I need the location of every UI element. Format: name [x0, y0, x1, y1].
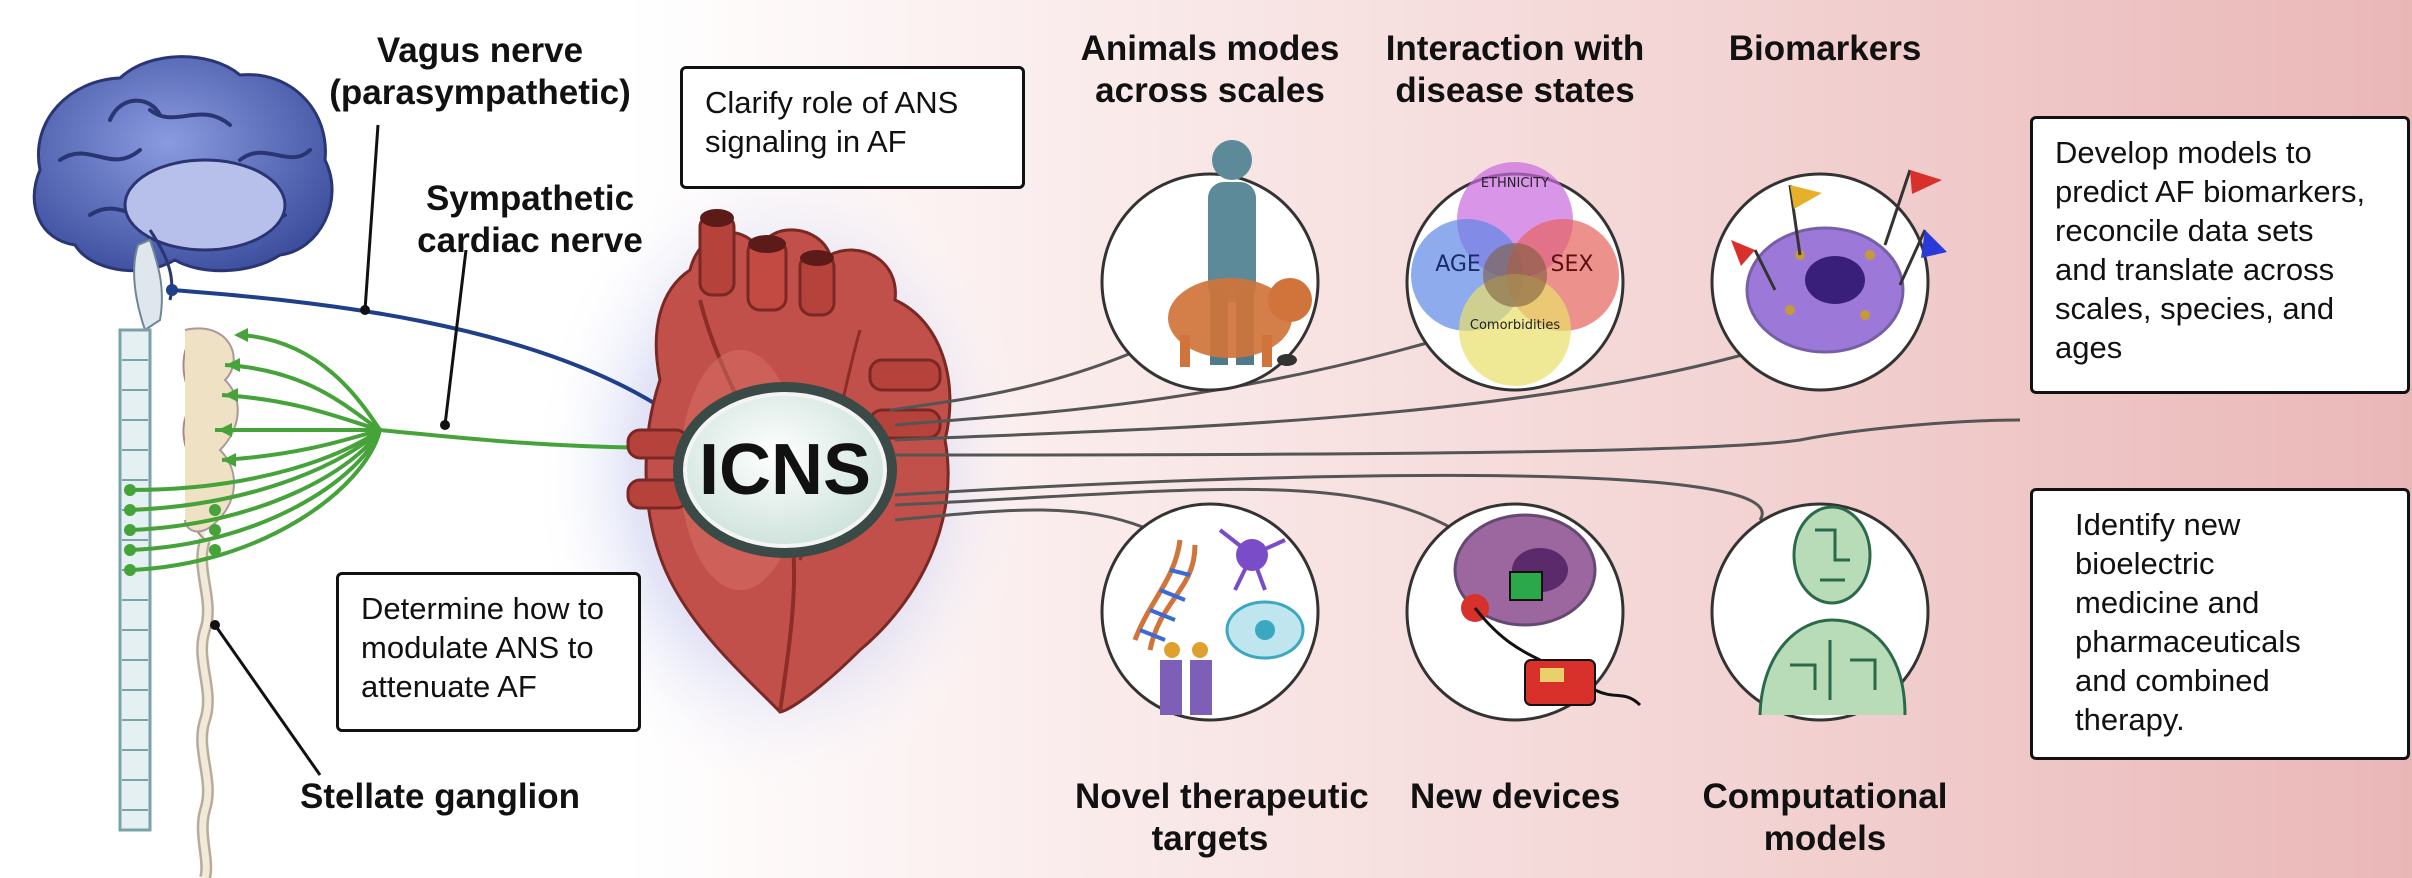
goal-clarify-line1: Clarify role of ANS [705, 85, 959, 120]
spinal-cord [118, 238, 163, 832]
theme-title-therapeutic: Novel therapeutic targets [1075, 776, 1369, 860]
goal-identify-line6: therapy. [2075, 702, 2185, 737]
sympathetic-nerve-label-line2: cardiac nerve [417, 221, 643, 260]
vagus-nerve-label: Vagus nerve (parasympathetic) [320, 30, 640, 114]
venn-label-ethnicity: ETHNICITY [1480, 176, 1550, 191]
goal-clarify-line2: signaling in AF [705, 124, 907, 159]
goal-develop-line3: reconcile data sets [2055, 213, 2314, 248]
sympathetic-nerve-label: Sympathetic cardiac nerve [380, 178, 680, 262]
icns-label: ICNS [698, 430, 872, 510]
theme-circle-therapeutic [1100, 502, 1320, 722]
theme-title-disease: Interaction with disease states [1380, 28, 1650, 112]
theme-title-therapeutic-line2: targets [1151, 819, 1269, 858]
venn-label-comorbidities: Comorbidities [1469, 318, 1561, 333]
theme-title-biomarkers: Biomarkers [1690, 28, 1960, 70]
stellate-ganglion-label: Stellate ganglion [300, 776, 640, 818]
theme-title-animals-line2: across scales [1095, 71, 1325, 110]
theme-circle-devices [1405, 502, 1642, 722]
goal-identify-line2: bioelectric [2075, 546, 2215, 581]
theme-circle-computational [1710, 502, 1930, 722]
sympathetic-fibers [129, 333, 681, 572]
sympathetic-chain [182, 327, 239, 878]
venn-label-age: AGE [1435, 252, 1481, 277]
goal-develop-line4: and translate across [2055, 252, 2335, 287]
theme-connectors [889, 333, 2021, 532]
goal-box-modulate: Determine how to modulate ANS to attenua… [336, 572, 641, 732]
theme-title-therapeutic-line1: Novel therapeutic [1075, 777, 1369, 816]
vagus-nerve-label-line1: Vagus nerve [376, 31, 584, 70]
theme-circle-animals [1100, 140, 1320, 392]
brain-icon [32, 55, 334, 301]
sympathetic-nerve-label-line1: Sympathetic [425, 179, 635, 218]
theme-title-computational-line1: Computational [1702, 777, 1948, 816]
theme-title-devices: New devices [1380, 776, 1650, 818]
stellate-ganglion-label-text: Stellate ganglion [300, 777, 581, 816]
goal-box-develop: Develop models to predict AF biomarkers,… [2030, 116, 2410, 394]
theme-title-animals: Animals modes across scales [1075, 28, 1345, 112]
theme-circle-biomarkers [1710, 169, 1947, 392]
theme-circle-disease [1405, 162, 1625, 392]
theme-title-disease-line2: disease states [1395, 71, 1635, 110]
theme-title-biomarkers-line1: Biomarkers [1728, 29, 1922, 68]
vagus-nerve-label-line2: (parasympathetic) [329, 73, 631, 112]
goal-identify-line3: medicine and [2075, 585, 2260, 620]
goal-identify-line4: pharmaceuticals [2075, 624, 2301, 659]
icns-node [673, 382, 897, 558]
goal-box-clarify: Clarify role of ANS signaling in AF [680, 66, 1025, 189]
goal-modulate-line3: attenuate AF [361, 669, 537, 704]
sympathetic-fiber-nodes [124, 328, 248, 576]
goal-modulate-line2: modulate ANS to [361, 630, 594, 665]
vagus-pointer [363, 124, 380, 311]
goal-develop-line6: ages [2055, 330, 2123, 365]
theme-title-computational-line2: models [1763, 819, 1887, 858]
goal-develop-line5: scales, species, and [2055, 291, 2335, 326]
theme-title-computational: Computational models [1690, 776, 1960, 860]
venn-label-sex: SEX [1550, 252, 1594, 277]
stellate-pointer [213, 624, 322, 776]
theme-title-animals-line1: Animals modes [1080, 29, 1340, 68]
sympathetic-pointer [443, 249, 468, 426]
theme-title-devices-line1: New devices [1409, 777, 1621, 816]
goal-modulate-line1: Determine how to [361, 591, 604, 626]
goal-develop-line2: predict AF biomarkers, [2055, 174, 2366, 209]
goal-develop-line1: Develop models to [2055, 135, 2312, 170]
theme-title-disease-line1: Interaction with [1385, 29, 1645, 68]
goal-box-identify: Identify new bioelectric medicine and ph… [2030, 488, 2410, 760]
goal-identify-line1: Identify new [2075, 507, 2241, 542]
goal-identify-line5: and combined [2075, 663, 2270, 698]
